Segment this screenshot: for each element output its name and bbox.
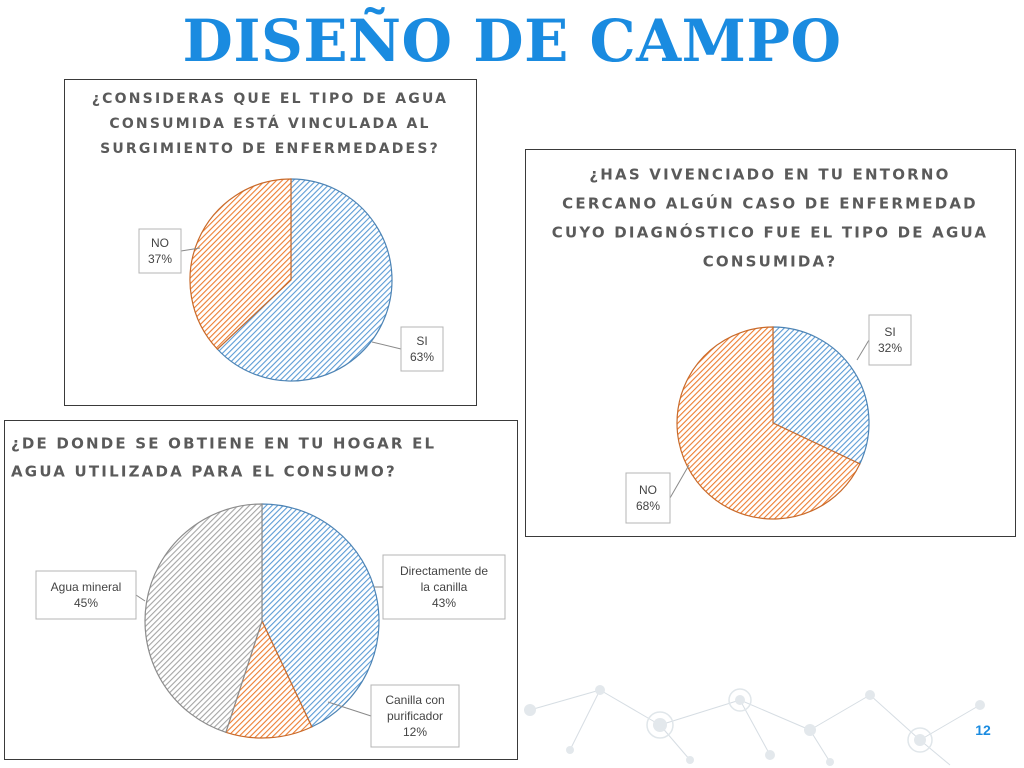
svg-text:Canilla con: Canilla con [385, 693, 444, 707]
chart-2-title-line: ¿HAS VIVENCIADO EN TU ENTORNO [589, 165, 950, 183]
data-label-agua-mineral: Agua mineral 45% [35, 570, 146, 620]
pie-slice-si [772, 326, 870, 465]
svg-text:45%: 45% [74, 596, 98, 610]
data-label-no: NO 37% [138, 228, 201, 274]
chart-3-title-line: AGUA UTILIZADA PARA EL CONSUMO? [11, 462, 397, 480]
svg-text:68%: 68% [636, 499, 660, 513]
chart-2-title-line: CUYO DIAGNÓSTICO FUE EL TIPO DE AGUA [552, 222, 988, 241]
pie-slice-no [676, 326, 861, 520]
svg-text:NO: NO [151, 236, 169, 250]
pie-slice-canilla-con-purificador [225, 619, 313, 739]
network-decoration [524, 685, 985, 766]
svg-text:purificador: purificador [387, 709, 443, 723]
chart-origen-agua: ¿DE DONDE SE OBTIENE EN TU HOGAR EL AGUA … [4, 420, 518, 760]
chart-2-title-line: CERCANO ALGÚN CASO DE ENFERMEDAD [562, 193, 978, 212]
data-label-si: SI 32% [856, 314, 912, 366]
data-label-canilla-con-purificador: Canilla con purificador 12% [327, 684, 460, 748]
svg-text:43%: 43% [432, 596, 456, 610]
pie-slice-no [189, 178, 292, 350]
svg-text:SI: SI [416, 334, 427, 348]
chart-1-svg: ¿CONSIDERAS QUE EL TIPO DE AGUA CONSUMIDA… [92, 91, 448, 382]
chart-vinculo-enfermedades: ¿CONSIDERAS QUE EL TIPO DE AGUA CONSUMIDA… [64, 79, 477, 406]
page-number: 12 [975, 722, 991, 738]
svg-text:la canilla: la canilla [421, 580, 468, 594]
svg-text:37%: 37% [148, 252, 172, 266]
chart-2-svg: ¿HAS VIVENCIADO EN TU ENTORNO CERCANO ALG… [552, 165, 988, 524]
svg-text:NO: NO [639, 483, 657, 497]
chart-1-title-line: SURGIMIENTO DE ENFERMEDADES? [100, 141, 440, 157]
chart-caso-enfermedad: ¿HAS VIVENCIADO EN TU ENTORNO CERCANO ALG… [525, 149, 1016, 537]
chart-2-title-line: CONSUMIDA? [703, 252, 838, 270]
chart-3-title-line: ¿DE DONDE SE OBTIENE EN TU HOGAR EL [11, 434, 436, 452]
data-label-no: NO 68% [625, 464, 690, 524]
svg-text:Agua mineral: Agua mineral [51, 580, 122, 594]
svg-text:32%: 32% [878, 341, 902, 355]
pie-slice-si [216, 178, 393, 382]
data-label-directamente-de-la-canilla: Directamente de la canilla 43% [374, 554, 506, 620]
svg-text:Directamente de: Directamente de [400, 564, 488, 578]
pie-slice-agua-mineral [144, 503, 263, 734]
data-label-si: SI 63% [371, 326, 444, 372]
chart-3-svg: ¿DE DONDE SE OBTIENE EN TU HOGAR EL AGUA … [11, 434, 506, 748]
svg-text:63%: 63% [410, 350, 434, 364]
chart-1-title-line: ¿CONSIDERAS QUE EL TIPO DE AGUA [92, 91, 448, 107]
pie-slice-directamente-de-la-canilla [261, 503, 380, 728]
svg-text:12%: 12% [403, 725, 427, 739]
chart-1-title-line: CONSUMIDA ESTÁ VINCULADA AL [109, 115, 430, 132]
slide-title: DISEÑO DE CAMPO [182, 7, 842, 75]
svg-text:SI: SI [884, 325, 895, 339]
